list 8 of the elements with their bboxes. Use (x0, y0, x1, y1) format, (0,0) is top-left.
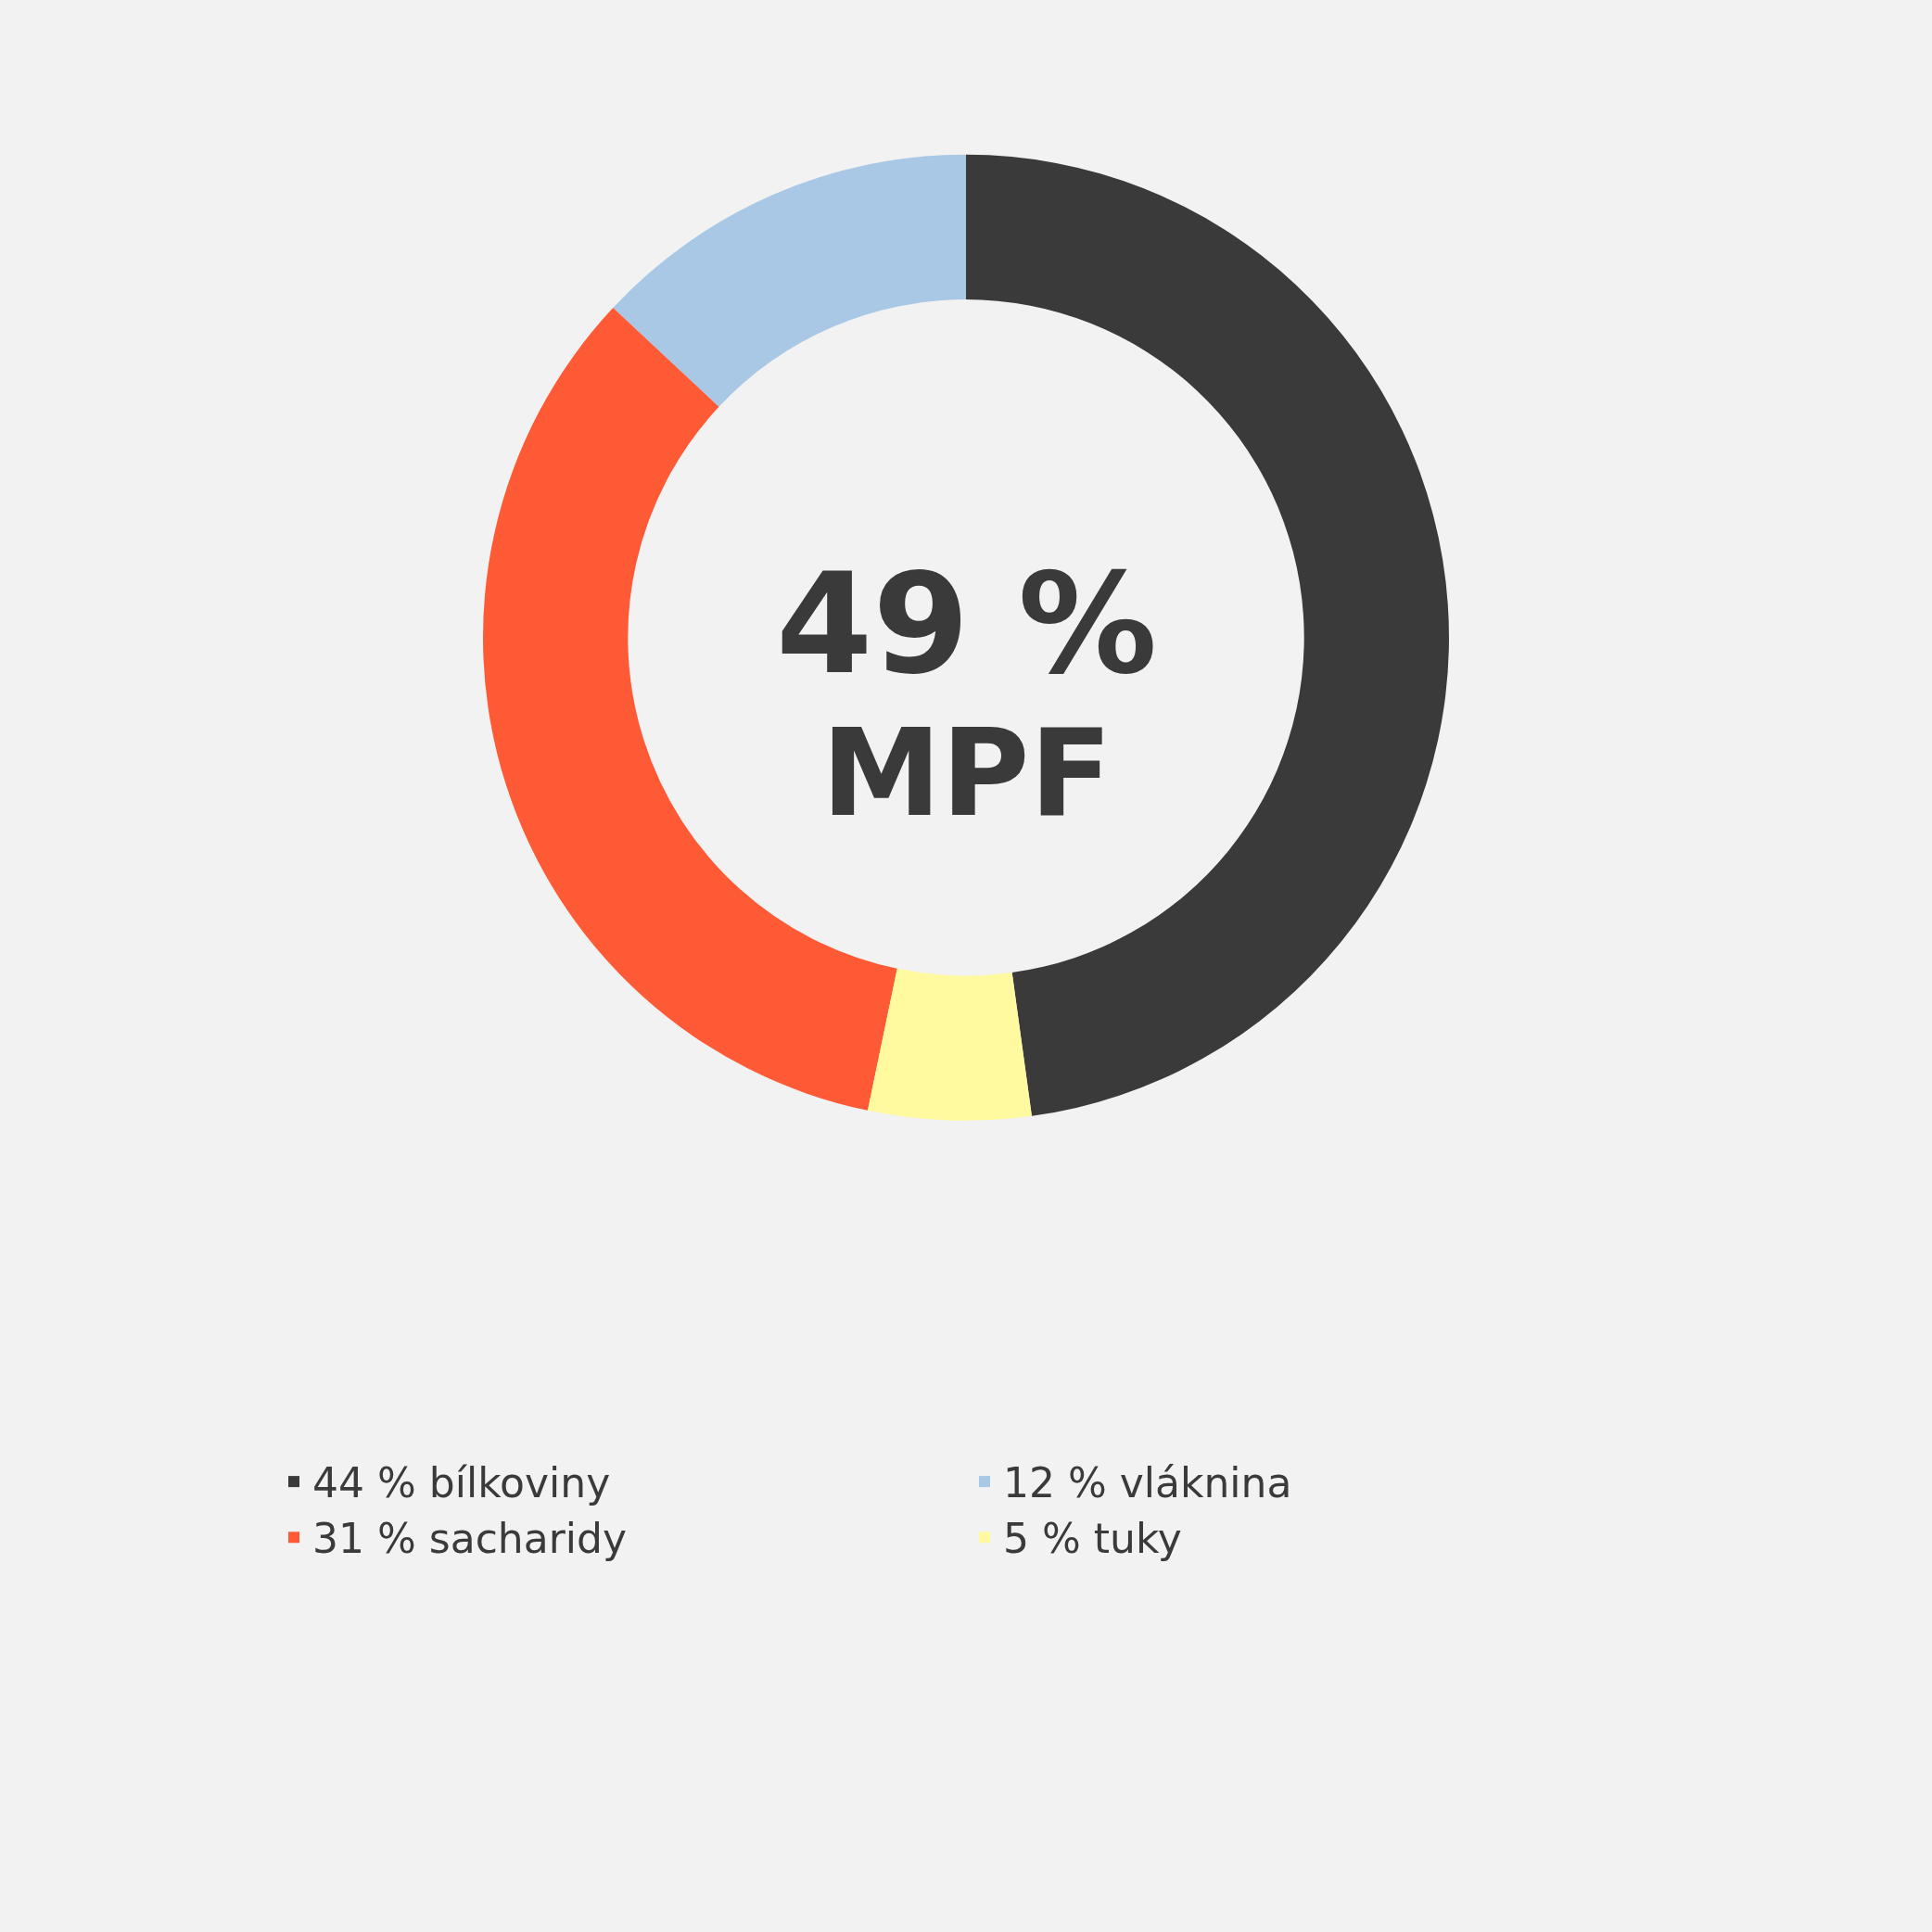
text: MPF (821, 703, 1112, 844)
legend-label: 44 % bílkoviny (312, 1459, 611, 1507)
donut-slice (868, 968, 1032, 1121)
donut-slice (613, 154, 966, 407)
legend-label: 31 % sacharidy (312, 1515, 627, 1563)
text: 49 % (776, 543, 1158, 705)
legend-label: 5 % tuky (1003, 1515, 1182, 1563)
legend-label: 12 % vláknina (1003, 1459, 1292, 1507)
